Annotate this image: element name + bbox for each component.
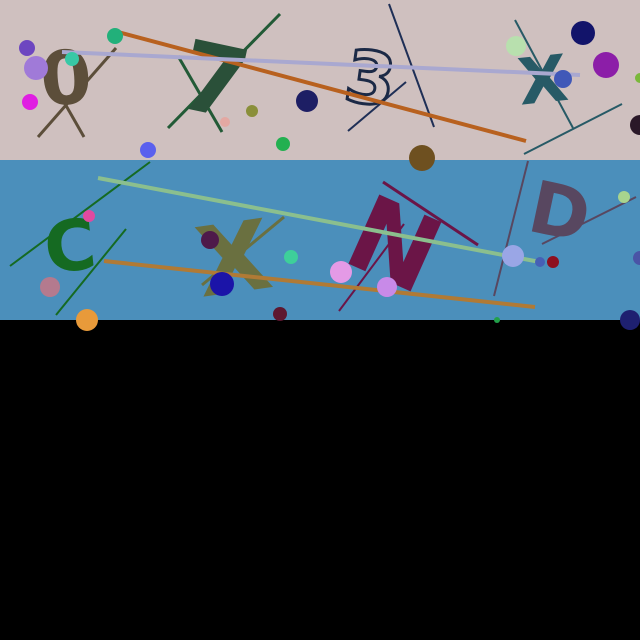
dot xyxy=(210,272,234,296)
stroke-line xyxy=(103,259,536,309)
dot xyxy=(19,40,35,56)
dot xyxy=(24,56,48,80)
stroke-line xyxy=(523,103,623,155)
dot xyxy=(65,52,79,66)
bottom-band xyxy=(0,160,640,320)
dot xyxy=(40,277,60,297)
dot xyxy=(502,245,524,267)
dot xyxy=(276,137,290,151)
dot xyxy=(409,145,435,171)
stroke-line xyxy=(117,30,527,143)
dot xyxy=(140,142,156,158)
dot xyxy=(220,117,230,127)
dot xyxy=(633,251,640,265)
dot xyxy=(571,21,595,45)
stroke-line xyxy=(97,176,541,264)
stroke-line xyxy=(541,196,637,245)
stroke-line xyxy=(55,228,127,316)
stroke-line xyxy=(338,223,405,312)
stroke-line xyxy=(347,81,407,132)
stroke-line xyxy=(166,12,282,130)
dot xyxy=(620,310,640,330)
glyph-0: 0 xyxy=(37,34,94,123)
stroke-line xyxy=(38,59,86,138)
dot xyxy=(22,94,38,110)
stroke-line xyxy=(9,161,151,267)
dot xyxy=(635,73,640,83)
dot xyxy=(506,36,526,56)
empty-area xyxy=(0,320,640,640)
stroke-line xyxy=(388,3,435,128)
dot xyxy=(201,231,219,249)
top-band xyxy=(0,0,640,160)
stroke-line xyxy=(493,160,529,297)
dot xyxy=(330,261,352,283)
dot xyxy=(246,105,258,117)
dot xyxy=(618,191,630,203)
dot xyxy=(377,277,397,297)
dot xyxy=(284,250,298,264)
dot xyxy=(76,309,98,331)
stroke-line xyxy=(61,50,581,77)
stroke-line xyxy=(176,55,224,133)
dot xyxy=(83,210,95,222)
dot xyxy=(535,257,545,267)
dot xyxy=(547,256,559,268)
glyph-x-bottom: X xyxy=(189,198,278,319)
dot xyxy=(554,70,572,88)
dot xyxy=(107,28,123,44)
dot xyxy=(593,52,619,78)
stroke-line xyxy=(382,180,479,247)
dot xyxy=(273,307,287,321)
dot xyxy=(494,317,500,323)
stroke-line xyxy=(36,47,118,138)
dot xyxy=(296,90,318,112)
dot xyxy=(630,115,640,135)
